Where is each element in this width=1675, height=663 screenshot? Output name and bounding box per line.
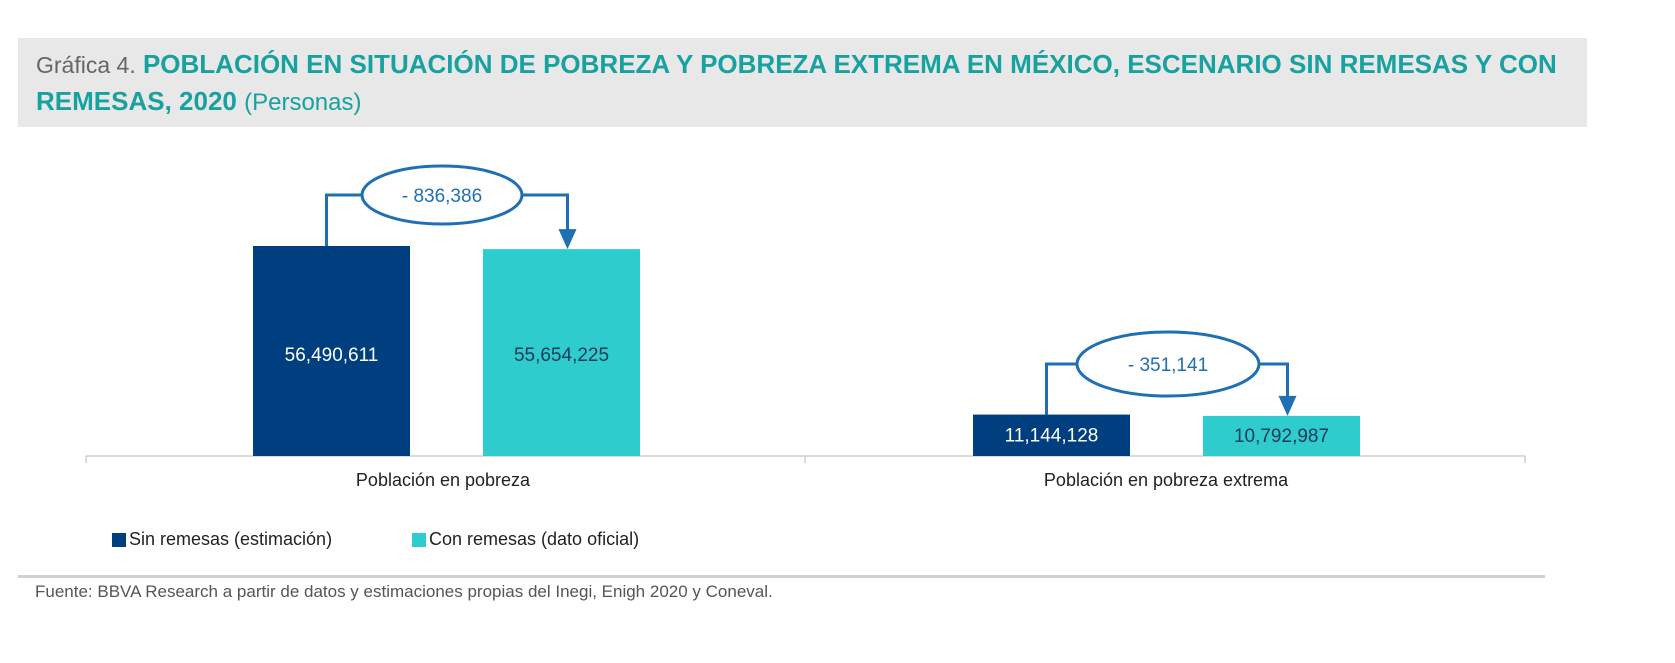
difference-label: - 351,141 xyxy=(1128,355,1208,376)
bar-con-remesas xyxy=(483,249,640,456)
legend-swatch xyxy=(412,532,426,547)
chart-title: Gráfica 4. POBLACIÓN EN SITUACIÓN DE POB… xyxy=(36,46,1576,121)
difference-bubble xyxy=(1075,330,1261,398)
legend-label: Con remesas (dato oficial) xyxy=(429,529,640,549)
arrow-head-icon xyxy=(558,229,577,250)
difference-label: - 836,386 xyxy=(402,186,482,207)
difference-bubble xyxy=(360,164,524,226)
source-note: Fuente: BBVA Research a partir de datos … xyxy=(35,582,773,601)
legend-item-con-remesas: Con remesas (dato oficial) xyxy=(412,529,639,550)
data-label: 10,792,987 xyxy=(1234,426,1329,447)
title-unit: (Personas) xyxy=(244,89,362,116)
bar-con-remesas xyxy=(1203,415,1360,456)
title-main: POBLACIÓN EN SITUACIÓN DE POBREZA Y POBR… xyxy=(36,49,1557,116)
footer-divider xyxy=(18,575,1545,578)
category-label: Población en pobreza xyxy=(355,470,531,490)
bar-sin-remesas xyxy=(253,246,410,456)
data-label: 55,654,225 xyxy=(514,345,609,366)
title-prefix: Gráfica 4. xyxy=(36,52,136,78)
legend-item-sin-remesas: Sin remesas (estimación) xyxy=(112,529,332,550)
connector-line xyxy=(325,193,362,246)
legend-swatch xyxy=(112,532,126,547)
data-label: 11,144,128 xyxy=(1005,425,1099,446)
data-label: 56,490,611 xyxy=(285,345,379,366)
connector-line xyxy=(1259,362,1289,398)
legend-label: Sin remesas (estimación) xyxy=(129,529,333,549)
connector-line xyxy=(522,193,569,232)
category-label: Población en pobreza extrema xyxy=(1043,470,1289,490)
title-banner xyxy=(18,38,1587,127)
bar-sin-remesas xyxy=(973,414,1130,456)
arrow-head-icon xyxy=(1278,395,1297,416)
connector-line xyxy=(1045,362,1077,415)
